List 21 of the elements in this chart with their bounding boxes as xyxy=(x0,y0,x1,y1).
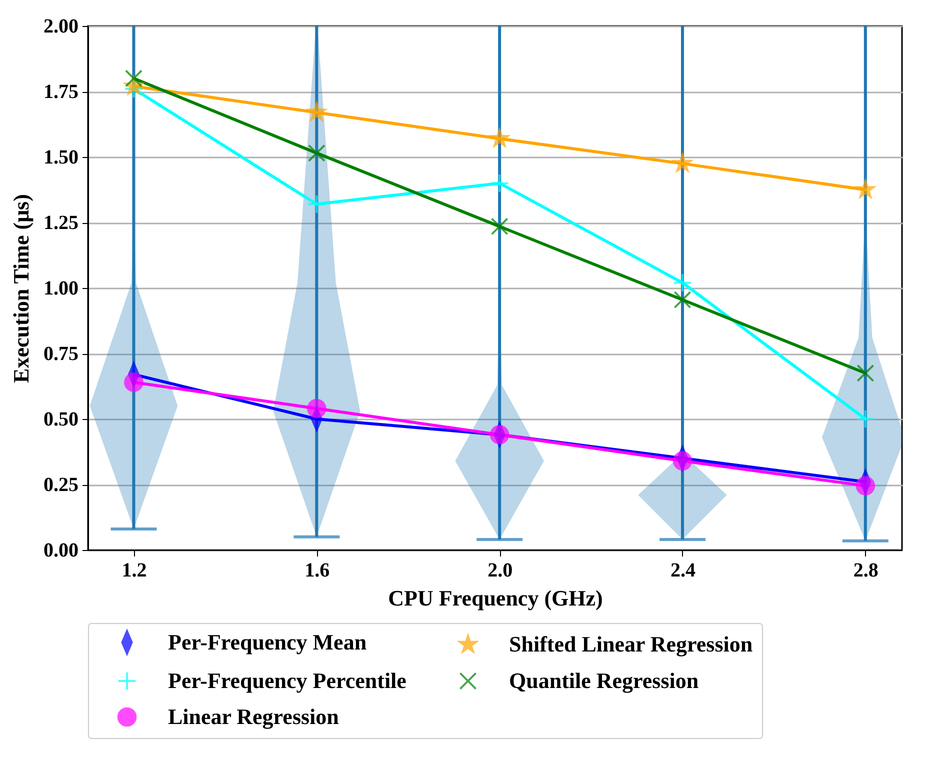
y-tick-label: 0.75 xyxy=(44,343,78,365)
x-axis-title: CPU Frequency (GHz) xyxy=(388,586,603,610)
y-tick-label: 1.25 xyxy=(44,212,78,234)
y-tick-label: 1.50 xyxy=(44,146,78,168)
x-tick-label: 1.2 xyxy=(122,560,147,582)
legend-label: Shifted Linear Regression xyxy=(509,631,753,656)
legend-label: Per-Frequency Mean xyxy=(168,629,367,654)
y-tick-label: 2.00 xyxy=(44,16,78,38)
legend-label: Per-Frequency Percentile xyxy=(168,668,407,693)
legend-label: Linear Regression xyxy=(168,704,339,729)
x-tick-label: 2.8 xyxy=(853,560,878,582)
x-tick-label: 2.4 xyxy=(670,560,696,582)
x-tick-label: 1.6 xyxy=(304,560,330,582)
y-tick-label: 1.00 xyxy=(44,278,78,300)
x-tick-label: 2.0 xyxy=(488,560,513,582)
y-tick-label: 0.50 xyxy=(44,408,78,430)
legend-label: Quantile Regression xyxy=(509,668,699,693)
y-axis-title: Execution Time (μs) xyxy=(8,194,34,383)
y-tick-label: 0.00 xyxy=(44,540,78,562)
y-tick-label: 1.75 xyxy=(44,81,78,103)
y-tick-label: 0.25 xyxy=(44,474,78,496)
